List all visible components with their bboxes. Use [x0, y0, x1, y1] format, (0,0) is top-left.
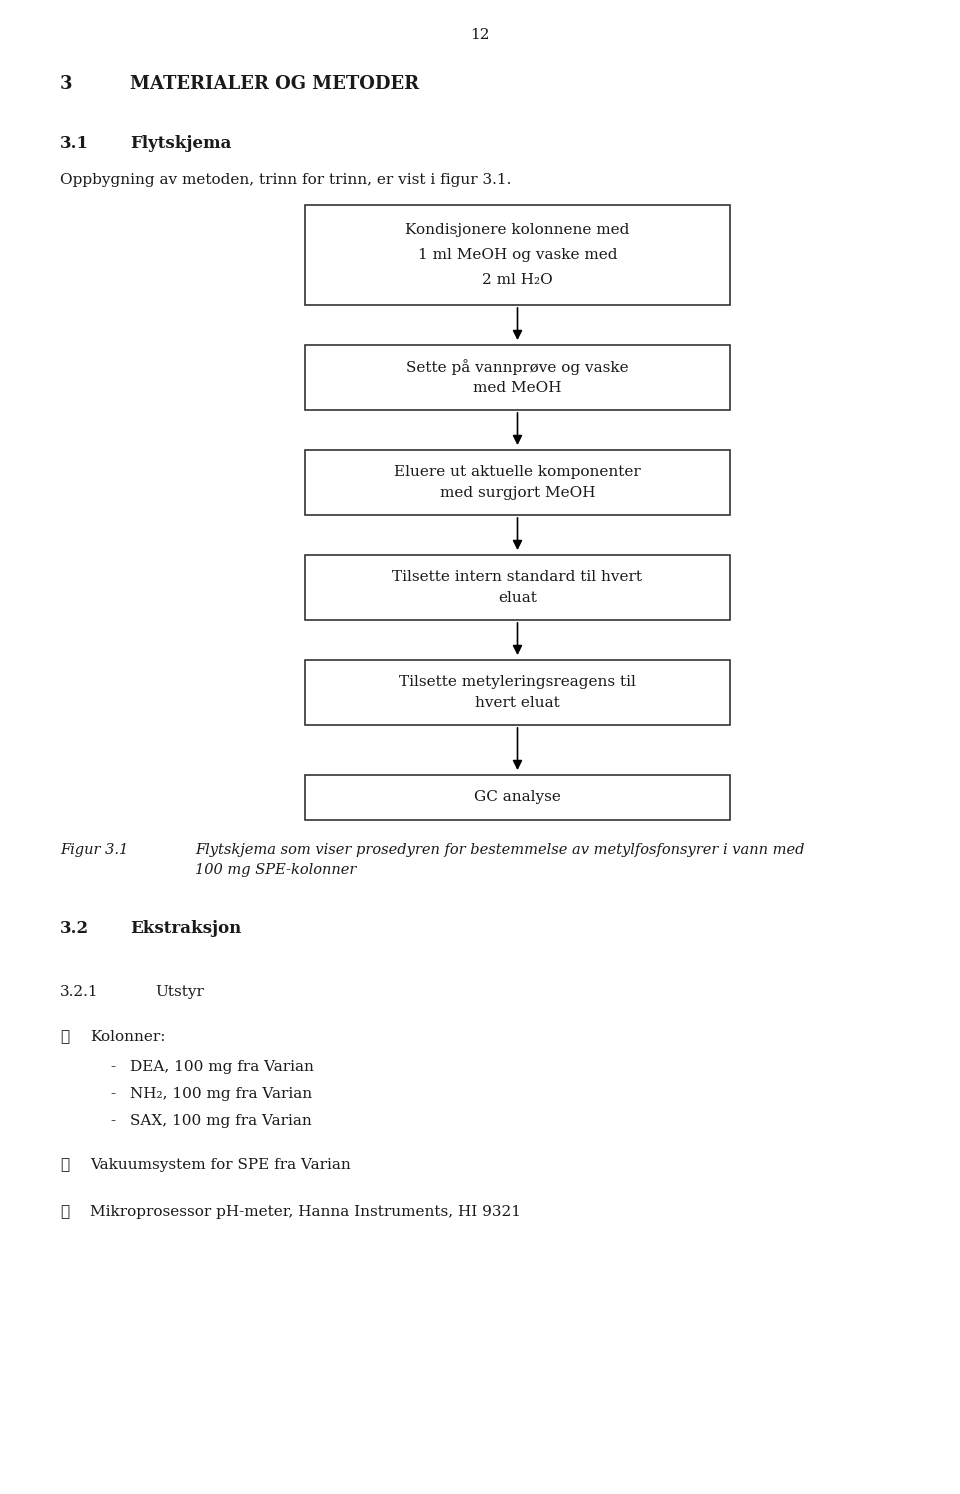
- Text: ❖: ❖: [60, 1206, 69, 1219]
- Text: Eluere ut aktuelle komponenter: Eluere ut aktuelle komponenter: [395, 465, 641, 478]
- Bar: [305, 450, 730, 515]
- Text: Mikroprosessor pH-meter, Hanna Instruments, HI 9321: Mikroprosessor pH-meter, Hanna Instrumen…: [90, 1206, 521, 1219]
- Text: Figur 3.1: Figur 3.1: [60, 843, 129, 858]
- Text: Tilsette metyleringsreagens til: Tilsette metyleringsreagens til: [399, 675, 636, 689]
- Text: 3.2.1: 3.2.1: [60, 985, 99, 999]
- Text: Oppbygning av metoden, trinn for trinn, er vist i figur 3.1.: Oppbygning av metoden, trinn for trinn, …: [60, 173, 512, 187]
- Bar: [305, 660, 730, 725]
- Text: Flytskjema som viser prosedyren for bestemmelse av metylfosfonsyrer i vann med: Flytskjema som viser prosedyren for best…: [195, 843, 804, 858]
- Text: Flytskjema: Flytskjema: [130, 134, 231, 152]
- Text: hvert eluat: hvert eluat: [475, 696, 560, 710]
- Bar: [305, 345, 730, 409]
- Text: med MeOH: med MeOH: [473, 381, 562, 396]
- Text: 12: 12: [470, 28, 490, 42]
- Text: 3: 3: [60, 75, 73, 93]
- Text: -: -: [110, 1115, 115, 1128]
- Text: 3.2: 3.2: [60, 920, 89, 937]
- Text: Kondisjonere kolonnene med: Kondisjonere kolonnene med: [405, 223, 630, 238]
- Text: Vakuumsystem for SPE fra Varian: Vakuumsystem for SPE fra Varian: [90, 1158, 350, 1171]
- Text: -: -: [110, 1088, 115, 1101]
- Text: SAX, 100 mg fra Varian: SAX, 100 mg fra Varian: [130, 1115, 312, 1128]
- Text: GC analyse: GC analyse: [474, 790, 561, 804]
- Bar: [305, 554, 730, 620]
- Text: Kolonner:: Kolonner:: [90, 1029, 165, 1044]
- Text: -: -: [110, 1061, 115, 1074]
- Text: eluat: eluat: [498, 592, 537, 605]
- Text: ❖: ❖: [60, 1158, 69, 1171]
- Bar: [305, 205, 730, 305]
- Text: 1 ml MeOH og vaske med: 1 ml MeOH og vaske med: [418, 248, 617, 261]
- Text: MATERIALER OG METODER: MATERIALER OG METODER: [130, 75, 420, 93]
- Text: DEA, 100 mg fra Varian: DEA, 100 mg fra Varian: [130, 1061, 314, 1074]
- Text: Sette på vannprøve og vaske: Sette på vannprøve og vaske: [406, 359, 629, 375]
- Text: Utstyr: Utstyr: [155, 985, 204, 999]
- Bar: [305, 775, 730, 820]
- Text: 3.1: 3.1: [60, 134, 89, 152]
- Text: NH₂, 100 mg fra Varian: NH₂, 100 mg fra Varian: [130, 1088, 312, 1101]
- Text: 100 mg SPE-kolonner: 100 mg SPE-kolonner: [195, 864, 356, 877]
- Text: ❖: ❖: [60, 1029, 69, 1044]
- Text: 2 ml H₂O: 2 ml H₂O: [482, 273, 553, 287]
- Text: Ekstraksjon: Ekstraksjon: [130, 920, 241, 937]
- Text: med surgjort MeOH: med surgjort MeOH: [440, 487, 595, 500]
- Text: Tilsette intern standard til hvert: Tilsette intern standard til hvert: [393, 569, 642, 584]
